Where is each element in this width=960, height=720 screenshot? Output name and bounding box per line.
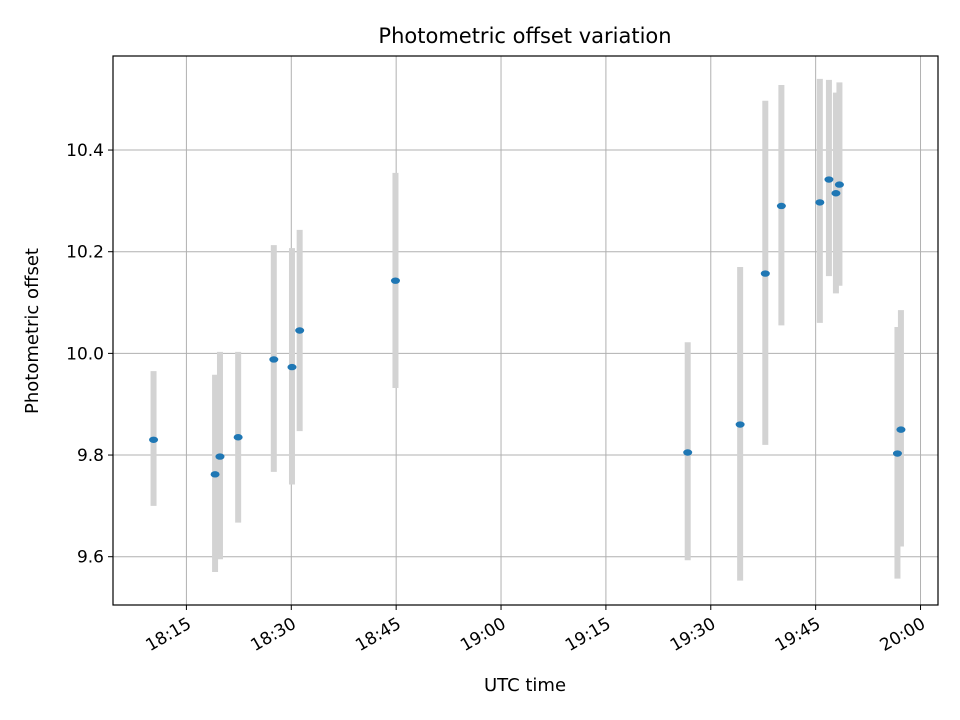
data-point	[834, 181, 844, 188]
data-point	[831, 190, 841, 197]
chart-title: Photometric offset variation	[378, 24, 671, 48]
data-point	[287, 363, 297, 371]
plot-area	[113, 56, 938, 605]
y-tick-label: 10.4	[66, 141, 104, 161]
y-axis-ticks: 9.6 9.8 10.0 10.2 10.4	[66, 141, 113, 568]
y-tick-label: 10.2	[66, 243, 104, 263]
y-axis-label: Photometric offset	[22, 248, 43, 414]
data-point	[149, 436, 159, 443]
data-point	[776, 202, 786, 210]
data-points	[149, 176, 906, 478]
data-point	[735, 421, 745, 428]
data-point	[824, 176, 834, 183]
data-point	[760, 270, 770, 277]
y-tick-label: 9.6	[77, 548, 104, 568]
data-point	[896, 426, 906, 433]
data-point	[233, 434, 243, 441]
data-point	[295, 327, 305, 334]
data-point	[892, 450, 902, 457]
y-tick-label: 10.0	[66, 344, 104, 364]
data-point	[390, 277, 400, 284]
y-tick-label: 9.8	[77, 446, 104, 466]
data-point	[683, 449, 693, 456]
x-axis-label: UTC time	[484, 675, 566, 696]
data-point	[815, 199, 825, 206]
grid	[113, 56, 938, 605]
data-point	[215, 453, 225, 460]
plot-frame	[112, 55, 939, 606]
data-point	[269, 356, 279, 363]
data-point	[210, 471, 220, 478]
